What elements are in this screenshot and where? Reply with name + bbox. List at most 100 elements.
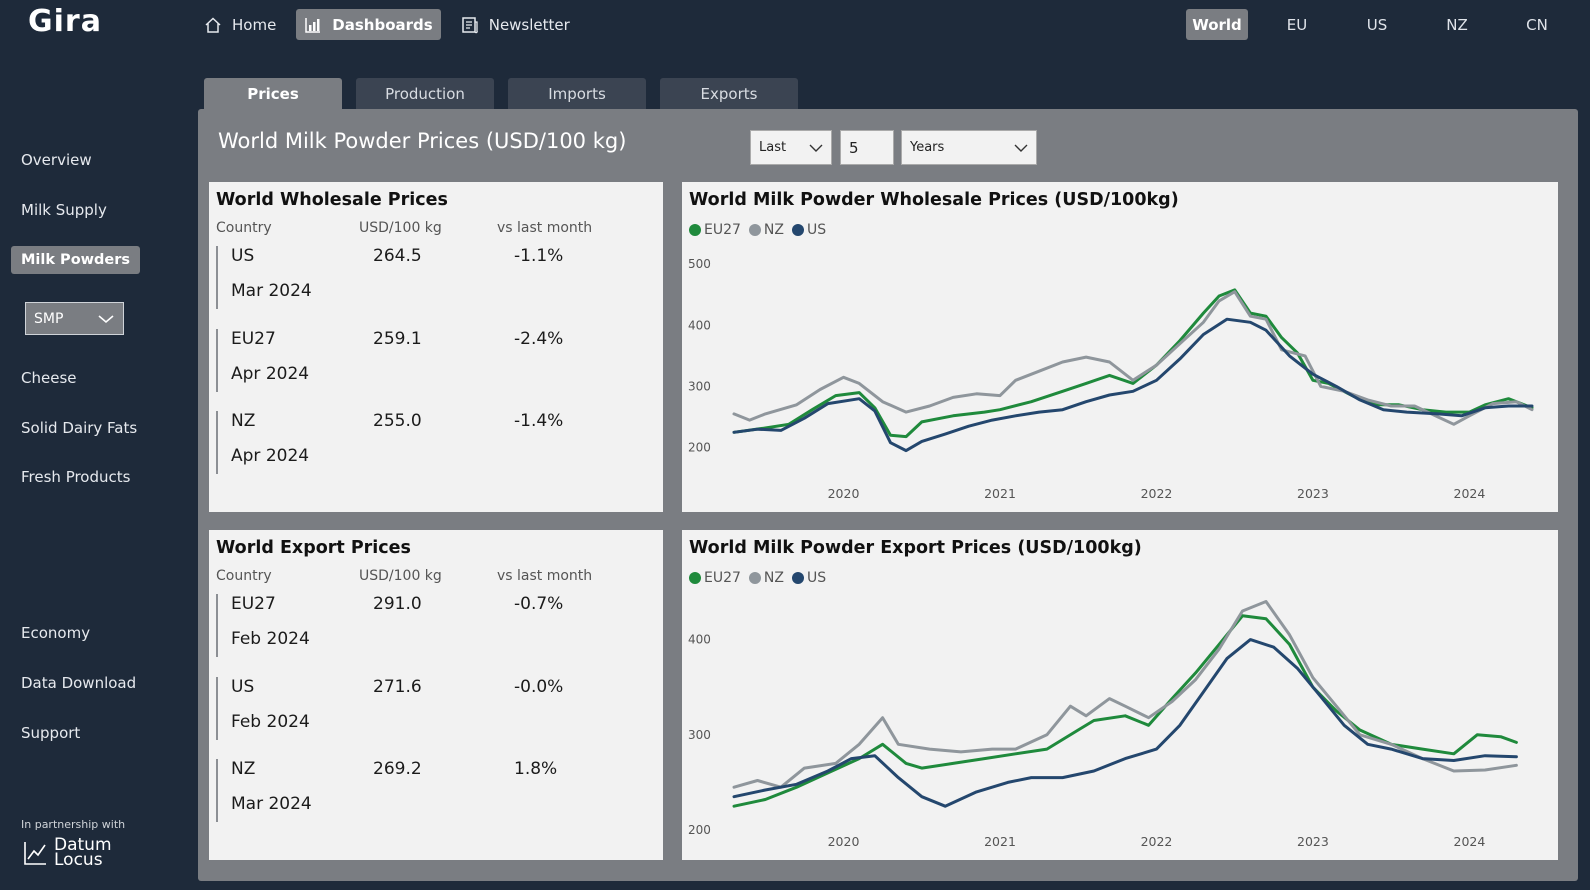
legend-item-nz[interactable]: NZ — [748, 570, 784, 586]
row-change: -1.1% — [514, 246, 564, 266]
sidebar-item-economy[interactable]: Economy — [21, 624, 91, 642]
table-row: US 271.6 -0.0% Feb 2024 — [216, 677, 656, 742]
legend-dot — [748, 224, 761, 236]
product-select[interactable]: SMP — [25, 302, 124, 335]
wholesale-chart-card: World Milk Powder Wholesale Prices (USD/… — [682, 182, 1558, 512]
export-chart-card: World Milk Powder Export Prices (USD/100… — [682, 530, 1558, 860]
sidebar-item-data-download[interactable]: Data Download — [21, 674, 137, 692]
sidebar-item-solid-dairy-fats[interactable]: Solid Dairy Fats — [21, 419, 138, 437]
series-line-nz — [732, 290, 1534, 426]
y-tick-label: 300 — [688, 728, 711, 742]
col-head-country: Country — [216, 568, 272, 584]
row-change: -2.4% — [514, 329, 564, 349]
row-country: US — [231, 246, 255, 266]
sidebar-item-support[interactable]: Support — [21, 724, 81, 742]
main-panel: World Milk Powder Prices (USD/100 kg) La… — [198, 109, 1578, 881]
period-mode-select[interactable]: Last — [750, 130, 832, 165]
row-date: Apr 2024 — [231, 446, 310, 466]
tab-exports[interactable]: Exports — [660, 78, 798, 110]
col-head-country: Country — [216, 220, 272, 236]
region-nz-button[interactable]: NZ — [1446, 15, 1468, 34]
partner-name-line-1: Datum — [54, 835, 112, 855]
gira-logo[interactable]: Gira — [28, 4, 102, 39]
sidebar-item-cheese[interactable]: Cheese — [21, 369, 77, 387]
tab-prices[interactable]: Prices — [204, 78, 342, 110]
period-count-input[interactable]: 5 — [840, 130, 894, 165]
product-select-value: SMP — [34, 310, 64, 327]
row-country: EU27 — [231, 329, 276, 349]
x-tick-label: 2021 — [984, 834, 1016, 849]
sidebar-item-milk-supply[interactable]: Milk Supply — [21, 201, 107, 219]
sidebar-item-fresh-products[interactable]: Fresh Products — [21, 468, 131, 486]
row-divider — [216, 594, 218, 657]
row-divider — [216, 677, 218, 740]
row-price: 255.0 — [373, 411, 422, 431]
partner-name-line-2: Locus — [54, 850, 103, 870]
sidebar-item-milk-powders[interactable]: Milk Powders — [11, 246, 141, 274]
region-world-button[interactable]: World — [1186, 9, 1248, 40]
row-price: 259.1 — [373, 329, 422, 349]
row-price: 269.2 — [373, 759, 422, 779]
legend-label: US — [807, 222, 827, 238]
home-icon — [205, 16, 221, 33]
row-price: 291.0 — [373, 594, 422, 614]
series-line-eu27 — [732, 288, 1534, 439]
x-tick-label: 2023 — [1297, 834, 1329, 849]
row-date: Apr 2024 — [231, 364, 310, 384]
region-us-button[interactable]: US — [1366, 15, 1388, 34]
export-chart-legend: EU27 NZ US — [689, 570, 826, 586]
datum-locus-logo[interactable]: Datum Locus — [22, 835, 112, 870]
period-mode-value: Last — [759, 140, 787, 155]
tab-imports[interactable]: Imports — [508, 78, 646, 110]
legend-dot — [689, 224, 701, 236]
row-country: NZ — [231, 411, 256, 431]
legend-item-us[interactable]: US — [792, 570, 826, 586]
row-change: -1.4% — [514, 411, 564, 431]
legend-label: EU27 — [704, 570, 741, 586]
export-prices-card: World Export Prices Country USD/100 kg v… — [209, 530, 663, 860]
region-cn-button[interactable]: CN — [1526, 15, 1548, 34]
datum-locus-icon — [24, 842, 46, 865]
legend-dot — [792, 224, 804, 236]
row-change: -0.7% — [514, 594, 564, 614]
chevron-down-icon — [1014, 144, 1028, 152]
legend-label: US — [807, 570, 827, 586]
table-row: EU27 259.1 -2.4% Apr 2024 — [216, 329, 656, 394]
nav-dashboards-button[interactable]: Dashboards — [296, 9, 441, 40]
table-row: EU27 291.0 -0.7% Feb 2024 — [216, 594, 656, 659]
row-divider — [216, 759, 218, 822]
sidebar-item-overview[interactable]: Overview — [21, 151, 92, 169]
x-tick-label: 2022 — [1141, 834, 1173, 849]
legend-item-nz[interactable]: NZ — [748, 222, 784, 238]
partner-text: In partnership with — [21, 818, 126, 831]
row-change: -0.0% — [514, 677, 564, 697]
chevron-down-icon — [809, 144, 823, 152]
export-line-chart: 200 300 400 2020 2021 2022 2023 2024 — [688, 600, 1518, 849]
nav-home-label: Home — [232, 15, 277, 34]
x-tick-label: 2021 — [984, 486, 1016, 501]
table-row: NZ 269.2 1.8% Mar 2024 — [216, 759, 656, 824]
wholesale-chart-legend: EU27 NZ US — [689, 222, 826, 238]
period-unit-select[interactable]: Years — [901, 130, 1037, 165]
legend-item-eu27[interactable]: EU27 — [689, 222, 741, 238]
table-row: NZ 255.0 -1.4% Apr 2024 — [216, 411, 656, 476]
y-tick-label: 400 — [688, 318, 711, 332]
row-country: US — [231, 677, 255, 697]
y-tick-label: 500 — [688, 257, 711, 271]
legend-item-us[interactable]: US — [792, 222, 826, 238]
export-table-title: World Export Prices — [216, 538, 411, 558]
region-eu-button[interactable]: EU — [1286, 15, 1308, 34]
nav-home-button[interactable]: Home — [196, 9, 284, 40]
legend-dot — [689, 572, 701, 584]
row-date: Feb 2024 — [231, 712, 310, 732]
newsletter-icon — [461, 16, 478, 33]
tab-production[interactable]: Production — [356, 78, 494, 110]
y-tick-label: 200 — [688, 823, 711, 837]
col-head-change: vs last month — [497, 220, 593, 236]
nav-newsletter-label: Newsletter — [488, 15, 570, 34]
legend-item-eu27[interactable]: EU27 — [689, 570, 741, 586]
bar-chart-icon — [305, 17, 321, 33]
series-line-nz — [732, 600, 1518, 789]
nav-newsletter-button[interactable]: Newsletter — [453, 9, 578, 40]
page-tabs: Prices Production Imports Exports — [204, 78, 798, 110]
